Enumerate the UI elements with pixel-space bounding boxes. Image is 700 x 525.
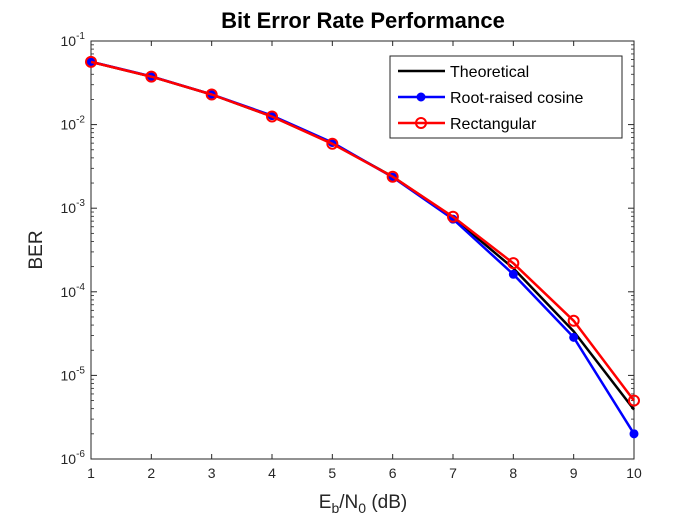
series-point-2 xyxy=(205,88,218,101)
legend-marker xyxy=(416,92,426,102)
series-point-2 xyxy=(85,55,97,68)
series-point-2 xyxy=(567,314,580,327)
chart-title: Bit Error Rate Performance xyxy=(221,8,505,33)
series-point-2 xyxy=(326,137,339,150)
x-tick-label: 10 xyxy=(626,465,642,481)
x-tick-label: 1 xyxy=(87,465,95,481)
legend-label: Rectangular xyxy=(450,116,537,133)
x-tick-label: 5 xyxy=(328,465,336,481)
y-axis-label: BER xyxy=(26,230,47,269)
x-tick-label: 8 xyxy=(509,465,517,481)
x-tick-label: 6 xyxy=(389,465,397,481)
y-tick-label: 10-4 xyxy=(61,282,86,300)
y-tick-label: 10-5 xyxy=(61,365,86,383)
x-tick-label: 2 xyxy=(147,465,155,481)
series-point-1 xyxy=(629,429,639,439)
x-tick-label: 7 xyxy=(449,465,457,481)
y-tick-label: 10-2 xyxy=(61,115,86,133)
series-point-1 xyxy=(508,269,518,279)
series-point-2 xyxy=(628,394,640,407)
series-point-2 xyxy=(145,70,158,83)
series-point-2 xyxy=(386,170,399,183)
series-point-2 xyxy=(507,257,520,270)
series-point-1 xyxy=(569,332,579,342)
series-line-2 xyxy=(90,60,635,402)
y-tick-label: 10-3 xyxy=(61,198,86,216)
series-point-2 xyxy=(447,210,459,223)
x-tick-label: 3 xyxy=(208,465,216,481)
x-axis-label: Eb/N0 (dB) xyxy=(319,492,407,516)
x-tick-label: 4 xyxy=(268,465,276,481)
legend: Theoretical Root-raised cosine Rectangular xyxy=(389,55,623,139)
legend-label: Theoretical xyxy=(450,64,529,81)
legend-marker xyxy=(415,117,427,129)
series-point-2 xyxy=(266,110,278,123)
y-tick-label: 10-1 xyxy=(61,31,86,49)
y-tick-label: 10-6 xyxy=(61,449,86,467)
legend-label: Root-raised cosine xyxy=(450,90,584,107)
x-tick-label: 9 xyxy=(570,465,578,481)
